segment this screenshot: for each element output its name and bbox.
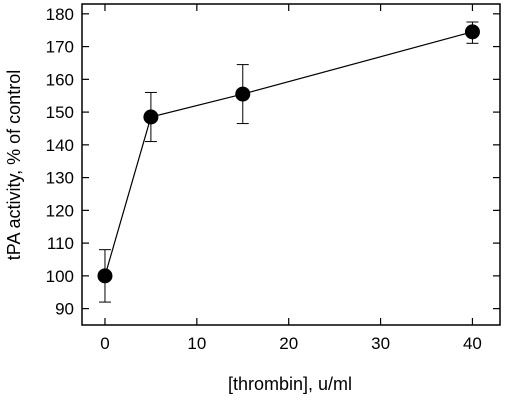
x-tick-label: 20 (279, 334, 298, 353)
x-tick-label: 30 (371, 334, 390, 353)
y-tick-label: 90 (55, 300, 74, 319)
y-tick-label: 110 (47, 234, 74, 253)
y-tick-label: 120 (46, 201, 74, 220)
y-tick-label: 140 (46, 136, 74, 155)
x-tick-label: 0 (100, 334, 109, 353)
y-tick-label: 100 (46, 267, 74, 286)
y-tick-label: 160 (46, 70, 74, 89)
x-axis-title: [thrombin], u/ml (228, 374, 352, 394)
series-line (104, 31, 473, 277)
data-series (97, 21, 480, 303)
x-tick-label: 10 (187, 334, 206, 353)
data-point (97, 268, 113, 284)
y-tick-label: 180 (46, 5, 74, 24)
x-tick-label: 40 (463, 334, 482, 353)
y-tick-label: 170 (46, 38, 74, 57)
y-tick-label: 130 (46, 169, 74, 188)
data-point (464, 24, 480, 40)
data-point (235, 86, 251, 102)
y-axis-title: tPA activity, % of control (4, 70, 24, 260)
data-point (143, 109, 159, 125)
y-tick-label: 150 (46, 103, 74, 122)
axis-ticks: 0 10 20 30 40 90 100 110 120 130 140 150 160 170 180 (46, 4, 500, 353)
plot-frame (81, 3, 501, 326)
